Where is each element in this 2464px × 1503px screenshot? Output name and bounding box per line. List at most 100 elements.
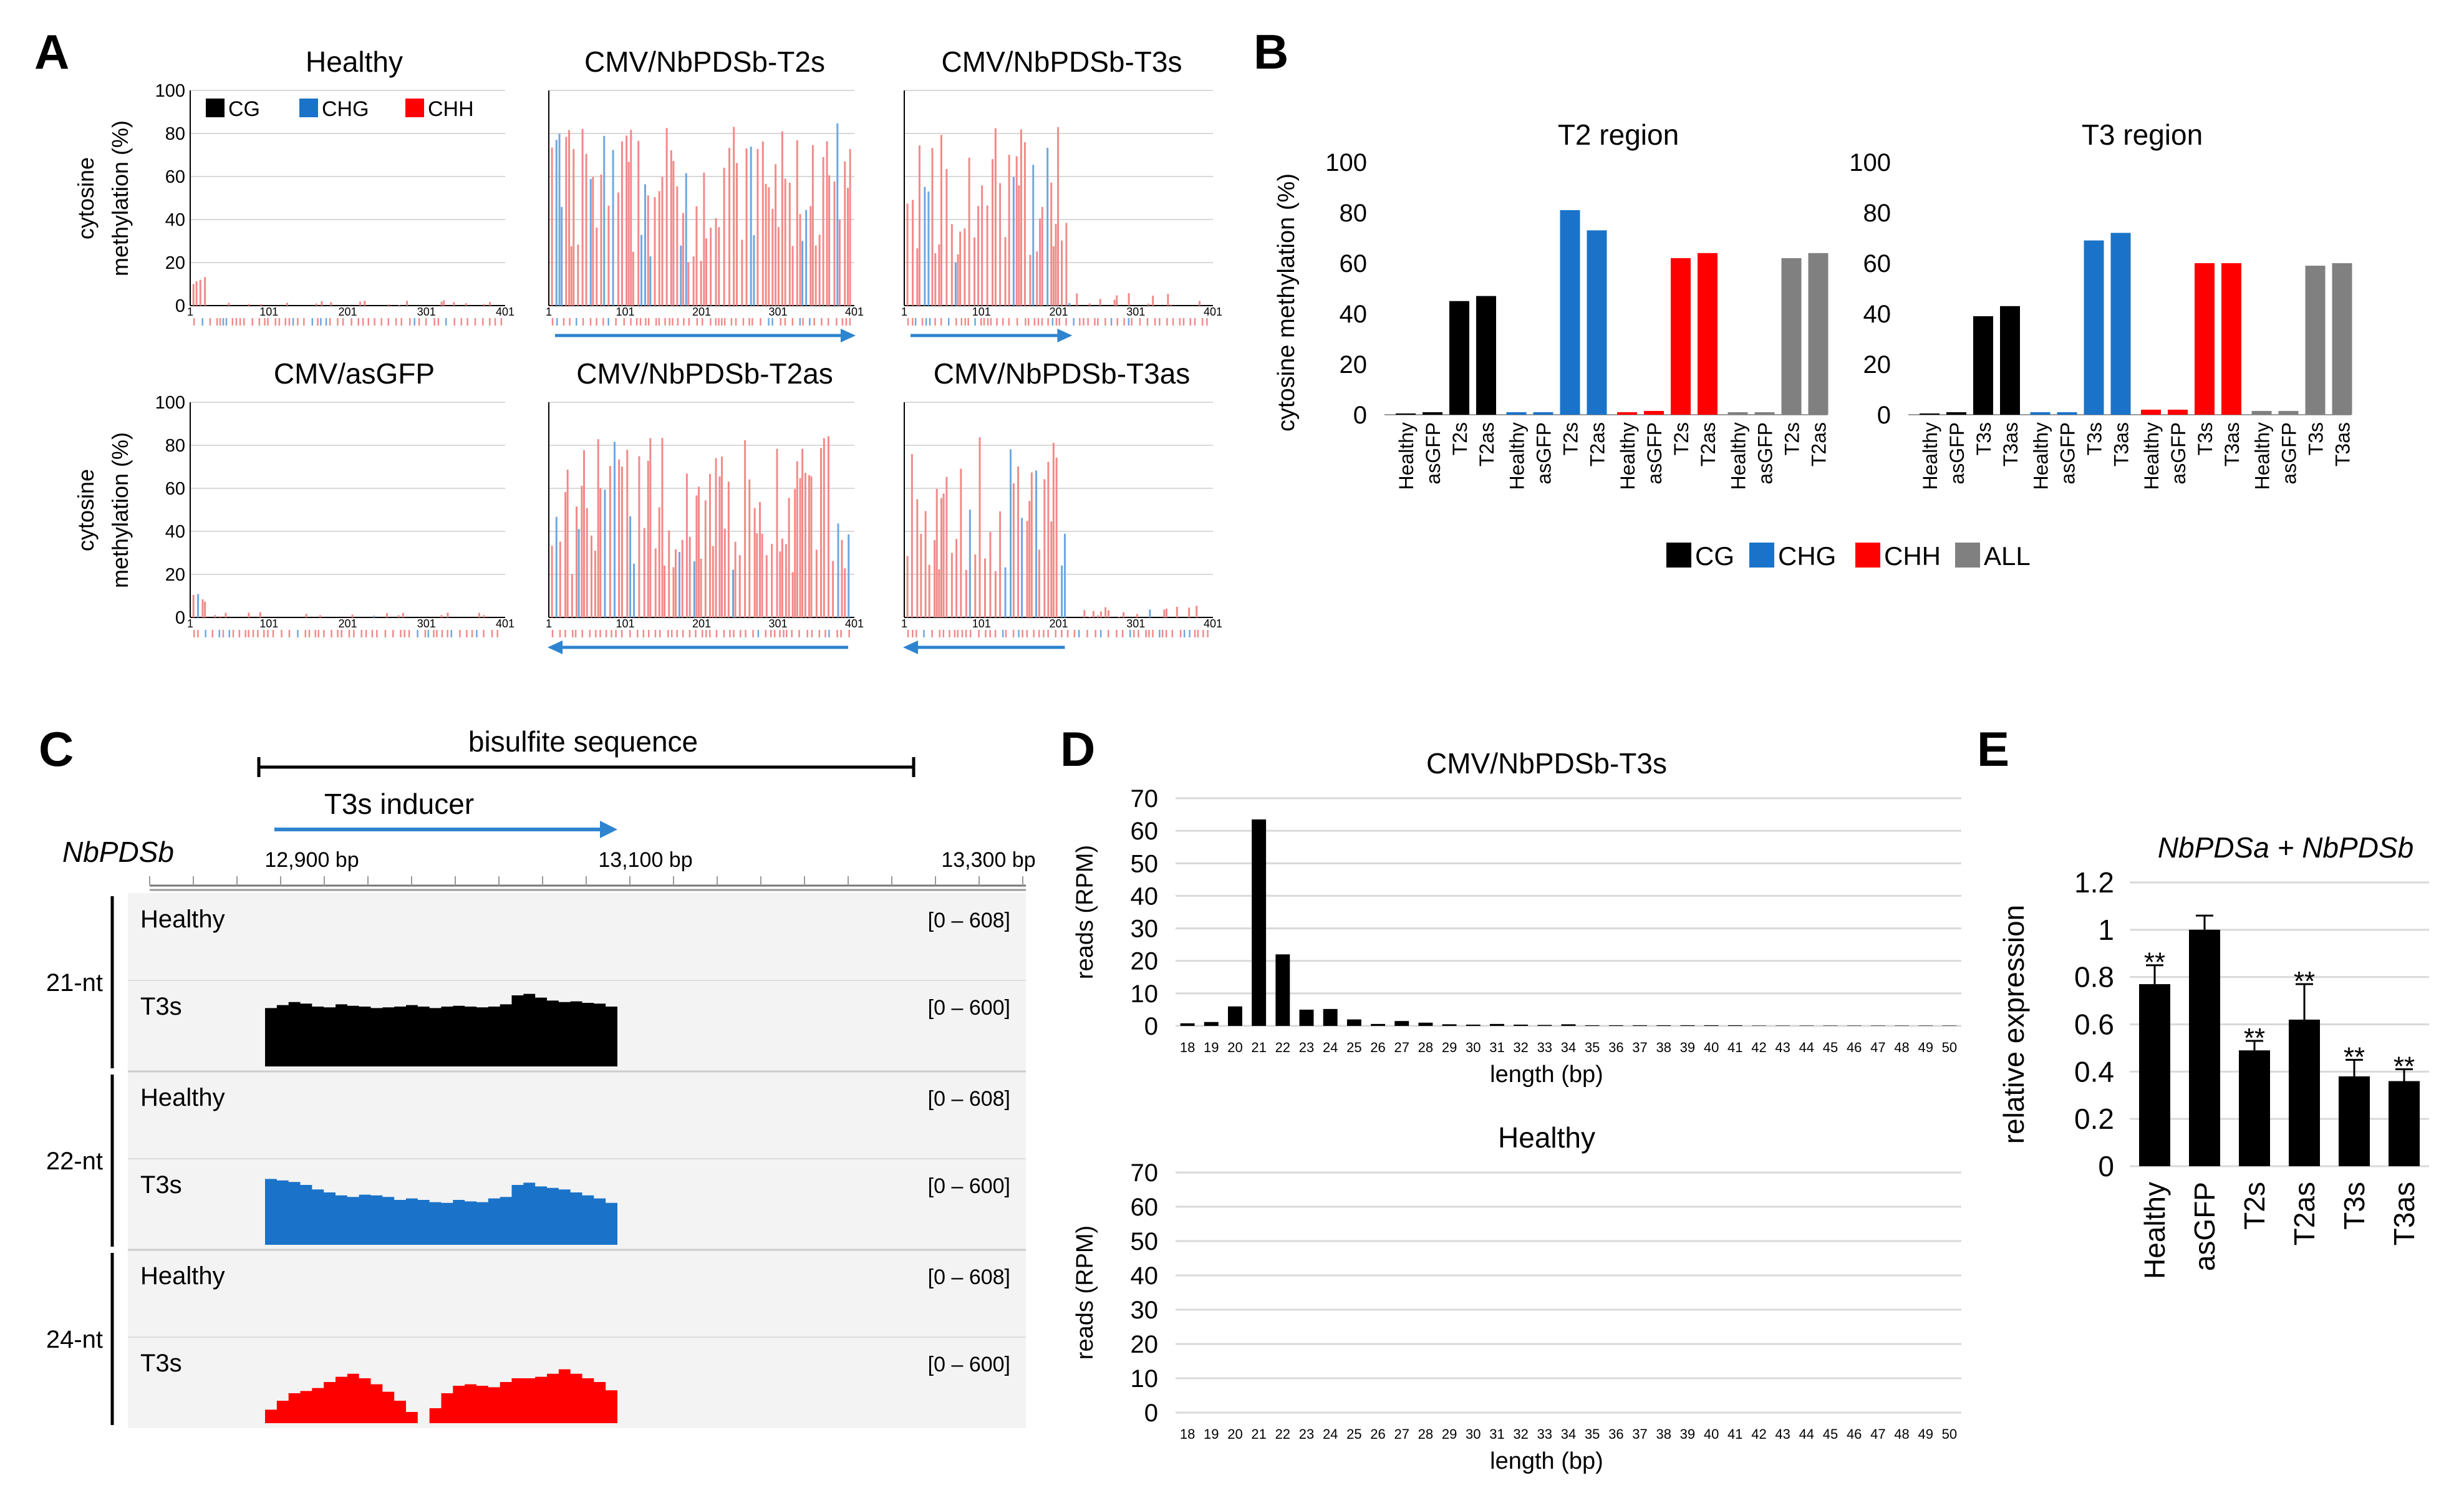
- site-marker: [1133, 630, 1135, 637]
- site-marker: [921, 318, 924, 326]
- length-bar: [1633, 1025, 1647, 1026]
- methylation-bar: [738, 555, 741, 617]
- site-marker: [1038, 630, 1040, 637]
- bar-all: [1727, 412, 1748, 415]
- site-marker: [1065, 318, 1067, 326]
- methylation-bar: [321, 301, 323, 306]
- x-tick-label: 42: [1751, 1040, 1766, 1055]
- x-tick-label: 48: [1894, 1426, 1909, 1442]
- coordinate-label: 12,900 bp: [264, 848, 359, 872]
- site-marker: [589, 318, 592, 326]
- y-tick-label: 40: [165, 522, 185, 542]
- site-marker: [1086, 630, 1088, 637]
- site-marker: [849, 318, 851, 326]
- arrow-head: [600, 821, 617, 838]
- site-marker: [211, 630, 213, 637]
- site-marker: [786, 630, 788, 637]
- methylation-bar: [685, 473, 688, 617]
- site-marker: [581, 630, 584, 637]
- site-marker: [813, 318, 815, 326]
- bar-cg: [1920, 413, 1940, 415]
- methylation-bar: [809, 206, 812, 306]
- legend-swatch-chg: [299, 99, 318, 117]
- site-marker: [317, 318, 319, 326]
- x-tick-label: 40: [1704, 1426, 1719, 1442]
- y-tick-label: 0: [1877, 402, 1891, 429]
- methylation-bar: [555, 516, 558, 617]
- site-marker: [1051, 318, 1054, 326]
- methylation-bar: [759, 501, 761, 617]
- site-marker: [325, 318, 327, 326]
- group-label: 21-nt: [46, 969, 103, 997]
- site-marker: [1005, 630, 1007, 637]
- methylation-bar: [1099, 299, 1101, 306]
- y-tick-label: 1: [2098, 914, 2114, 946]
- methylation-bar: [698, 486, 700, 617]
- site-marker: [1079, 318, 1081, 326]
- methylation-bar: [680, 245, 682, 306]
- methylation-bar: [785, 544, 787, 617]
- y-tick-label: 70: [1131, 1159, 1159, 1187]
- methylation-bar: [728, 148, 731, 306]
- site-marker: [1026, 630, 1028, 637]
- track-label: T3s: [140, 993, 182, 1020]
- methylation-bar: [1018, 185, 1020, 306]
- methylation-bar: [613, 442, 616, 617]
- methylation-bar: [823, 438, 825, 617]
- site-marker: [784, 318, 786, 326]
- length-bar: [1275, 954, 1290, 1026]
- x-tick-label: 22: [1275, 1426, 1290, 1442]
- site-marker: [955, 318, 957, 326]
- methylation-bar: [1020, 129, 1022, 306]
- site-marker: [374, 318, 375, 326]
- track-group-22-nt: 22-nt Healthy [0 – 608] T3s [0 – 600]: [46, 1070, 1026, 1247]
- methylation-bar: [924, 186, 926, 306]
- methylation-bar: [688, 536, 691, 617]
- x-tick-label: 20: [1227, 1426, 1242, 1442]
- site-marker: [729, 630, 731, 637]
- legend-swatch-cg: [1666, 543, 1691, 568]
- methylation-bar: [791, 572, 794, 617]
- methylation-bar: [771, 208, 774, 306]
- category-label: Healthy: [1506, 422, 1529, 490]
- methylation-bar: [644, 184, 646, 306]
- site-marker: [445, 318, 447, 326]
- methylation-bar: [1015, 156, 1018, 306]
- site-marker: [942, 630, 945, 637]
- methylation-bar: [1055, 457, 1058, 617]
- methylation-bar: [633, 563, 635, 617]
- site-marker: [387, 318, 390, 326]
- site-marker: [460, 318, 463, 326]
- methylation-bar: [727, 481, 730, 617]
- panel-e-relative-expression: NbPDSa + NbPDSb 0 0.2 0.4 0.6 0.8 1 1.2 relative…: [1998, 831, 2429, 1279]
- methylation-bar: [664, 565, 666, 617]
- methylation-bar: [1188, 607, 1191, 617]
- methylation-bar: [945, 476, 948, 617]
- methylation-bar: [838, 219, 841, 306]
- x-tick-label: 38: [1656, 1040, 1671, 1055]
- site-marker: [752, 630, 754, 637]
- category-label: Healthy: [2030, 422, 2052, 490]
- site-marker: [696, 318, 698, 326]
- site-marker: [417, 630, 418, 637]
- site-marker: [1202, 630, 1204, 637]
- methylation-bar: [721, 457, 723, 617]
- panel-d-length-distribution: CMV/NbPDSb-T3s 0 10 20 30 40 50 60 70 18 19 20 21 22 2…: [1072, 747, 1961, 1474]
- methylation-bar: [1028, 501, 1031, 617]
- site-marker: [912, 318, 914, 326]
- legend-swatch-chh: [405, 99, 424, 117]
- methylation-bar: [1097, 615, 1099, 617]
- methylation-bar: [561, 206, 563, 306]
- site-marker: [611, 630, 612, 637]
- methylation-bar: [565, 137, 568, 306]
- arrow-right-icon: [555, 329, 856, 342]
- site-marker: [655, 318, 657, 326]
- site-marker: [1189, 630, 1191, 637]
- methylation-bar: [994, 128, 997, 306]
- methylation-bar: [1116, 295, 1118, 306]
- site-marker: [629, 630, 631, 637]
- site-marker: [978, 630, 980, 637]
- category-label: T3as: [2332, 422, 2354, 466]
- site-marker: [459, 630, 461, 637]
